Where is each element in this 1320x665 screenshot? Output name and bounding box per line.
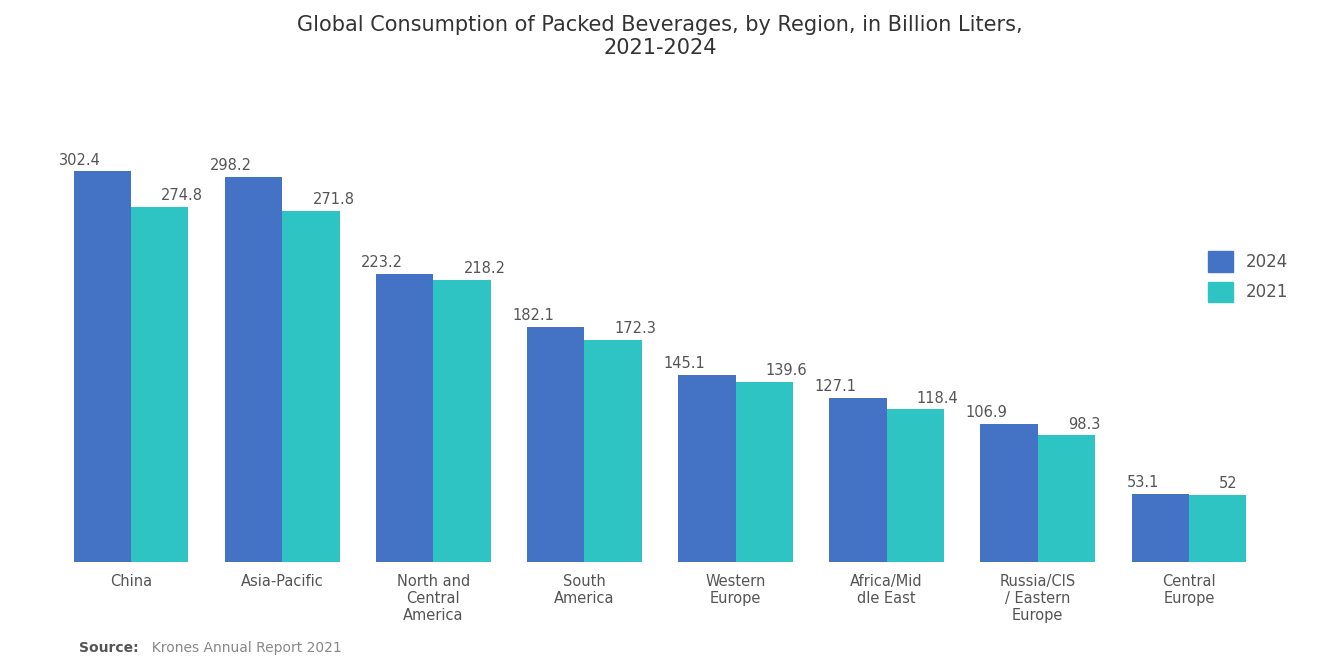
Text: Krones Annual Report 2021: Krones Annual Report 2021	[143, 641, 342, 655]
Bar	[981, 424, 1038, 563]
Title: Global Consumption of Packed Beverages, by Region, in Billion Liters,
2021-2024: Global Consumption of Packed Beverages, …	[297, 15, 1023, 59]
Bar	[678, 375, 735, 563]
Bar	[1038, 436, 1096, 563]
Bar	[887, 410, 944, 563]
Text: 98.3: 98.3	[1068, 416, 1101, 432]
Text: 172.3: 172.3	[615, 321, 656, 336]
Bar	[282, 211, 339, 563]
Text: Source:: Source:	[79, 641, 139, 655]
Text: 271.8: 271.8	[313, 192, 354, 207]
Bar	[1189, 495, 1246, 563]
Bar	[527, 327, 585, 563]
Bar	[585, 340, 642, 563]
Bar	[433, 281, 491, 563]
Bar	[74, 172, 131, 563]
Text: 182.1: 182.1	[512, 308, 554, 323]
Text: 218.2: 218.2	[463, 261, 506, 277]
Text: 302.4: 302.4	[59, 152, 100, 168]
Text: 298.2: 298.2	[210, 158, 252, 173]
Bar	[829, 398, 887, 563]
Text: 139.6: 139.6	[766, 363, 808, 378]
Text: 53.1: 53.1	[1126, 475, 1159, 490]
Text: 223.2: 223.2	[362, 255, 403, 270]
Legend: 2024, 2021: 2024, 2021	[1200, 243, 1296, 311]
Text: 127.1: 127.1	[814, 379, 857, 394]
Bar	[376, 274, 433, 563]
Bar	[735, 382, 793, 563]
Text: 145.1: 145.1	[664, 356, 705, 371]
Text: 52: 52	[1220, 476, 1238, 491]
Bar	[224, 177, 282, 563]
Text: 118.4: 118.4	[917, 390, 958, 406]
Bar	[1131, 494, 1189, 563]
Bar	[131, 207, 189, 563]
Text: 106.9: 106.9	[966, 406, 1007, 420]
Text: 274.8: 274.8	[161, 188, 203, 203]
